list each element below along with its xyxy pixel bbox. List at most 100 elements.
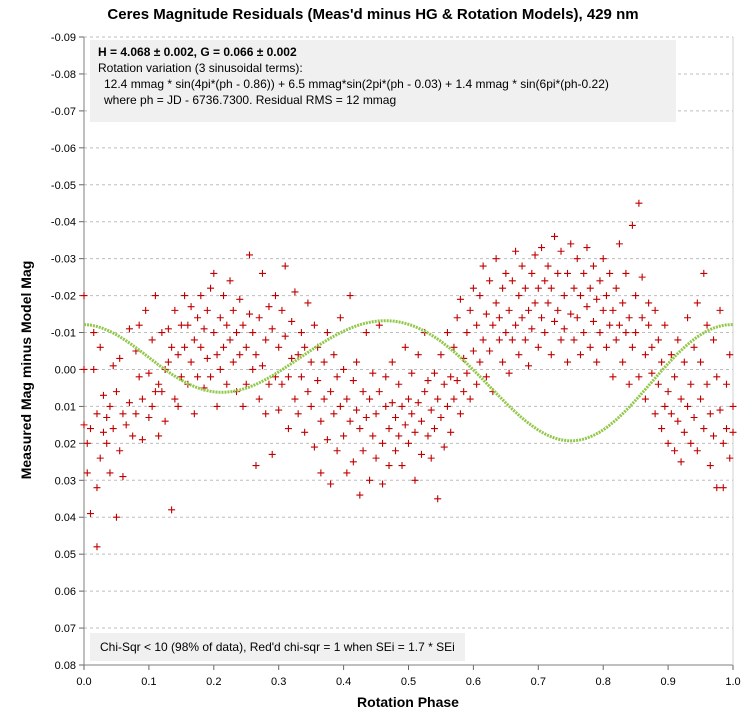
data-point [171, 395, 179, 403]
data-point [661, 402, 669, 410]
data-point [99, 391, 107, 399]
data-point [161, 417, 169, 425]
data-point [628, 221, 636, 229]
rotation-formula-text: 12.4 mmag * sin(4pi*(ph - 0.86)) + 6.5 m… [104, 77, 609, 91]
data-point [281, 332, 289, 340]
data-point [499, 284, 507, 292]
data-point [291, 395, 299, 403]
data-point [463, 369, 471, 377]
data-point [677, 458, 685, 466]
data-point [317, 417, 325, 425]
y-tick-label: -0.06 [51, 143, 76, 155]
data-point [353, 358, 361, 366]
data-point [586, 284, 594, 292]
data-point [252, 351, 260, 359]
data-point [482, 310, 490, 318]
data-point [314, 377, 322, 385]
data-point [174, 351, 182, 359]
data-point [372, 454, 380, 462]
data-point [719, 484, 727, 492]
data-point [508, 277, 516, 285]
data-point [320, 358, 328, 366]
data-point [86, 510, 94, 518]
data-point [245, 251, 253, 259]
data-point [479, 336, 487, 344]
data-point [434, 395, 442, 403]
data-point [723, 380, 731, 388]
data-point [307, 402, 315, 410]
data-point [599, 255, 607, 263]
data-point [609, 306, 617, 314]
data-point [518, 314, 526, 322]
data-point [632, 329, 640, 337]
data-point [262, 336, 270, 344]
y-tick-label: -0.04 [51, 217, 76, 229]
data-point [223, 380, 231, 388]
data-point [271, 292, 279, 300]
data-point [194, 373, 202, 381]
data-point [525, 362, 533, 370]
data-point [99, 428, 107, 436]
data-point [268, 450, 276, 458]
data-point [83, 439, 91, 447]
data-point [492, 299, 500, 307]
data-point [697, 395, 705, 403]
data-point [168, 506, 176, 514]
data-point [258, 269, 266, 277]
data-point [667, 410, 675, 418]
data-point [508, 336, 516, 344]
data-point [359, 388, 367, 396]
data-point [551, 232, 559, 240]
data-point [450, 343, 458, 351]
data-point [304, 299, 312, 307]
data-point [580, 269, 588, 277]
data-point [323, 436, 331, 444]
data-point [382, 402, 390, 410]
data-point [197, 343, 205, 351]
x-tick-label: 1.0 [725, 676, 740, 688]
data-point [116, 354, 124, 362]
data-point [210, 269, 218, 277]
data-point [628, 343, 636, 351]
data-point [213, 351, 221, 359]
data-point [297, 373, 305, 381]
data-point [619, 299, 627, 307]
data-point [158, 329, 166, 337]
data-point [417, 450, 425, 458]
x-tick-label: 0.9 [660, 676, 675, 688]
data-point [229, 306, 237, 314]
data-point [135, 373, 143, 381]
data-point [440, 443, 448, 451]
model-parameters-annotation: H = 4.068 ± 0.002, G = 0.066 ± 0.002 Rot… [90, 40, 676, 122]
data-point [155, 432, 163, 440]
grid-lines [84, 36, 733, 666]
data-point [145, 413, 153, 421]
y-tick-label: 0.05 [55, 549, 76, 561]
data-point [398, 462, 406, 470]
data-point [505, 369, 513, 377]
data-point [148, 402, 156, 410]
data-point [680, 428, 688, 436]
data-point [168, 343, 176, 351]
y-tick-label: 0.08 [55, 660, 76, 672]
data-point [245, 310, 253, 318]
data-point [213, 402, 221, 410]
data-point [86, 425, 94, 433]
data-point [697, 358, 705, 366]
data-point [671, 447, 679, 455]
data-point [333, 373, 341, 381]
data-point [557, 336, 565, 344]
data-point [284, 425, 292, 433]
data-point [716, 306, 724, 314]
data-point [262, 410, 270, 418]
data-point [622, 269, 630, 277]
data-point [599, 306, 607, 314]
data-point [125, 399, 133, 407]
y-tick-label: 0.06 [55, 586, 76, 598]
data-point [476, 292, 484, 300]
data-point [654, 380, 662, 388]
x-tick-label: 0.3 [271, 676, 286, 688]
data-point [112, 513, 120, 521]
data-point [492, 255, 500, 263]
